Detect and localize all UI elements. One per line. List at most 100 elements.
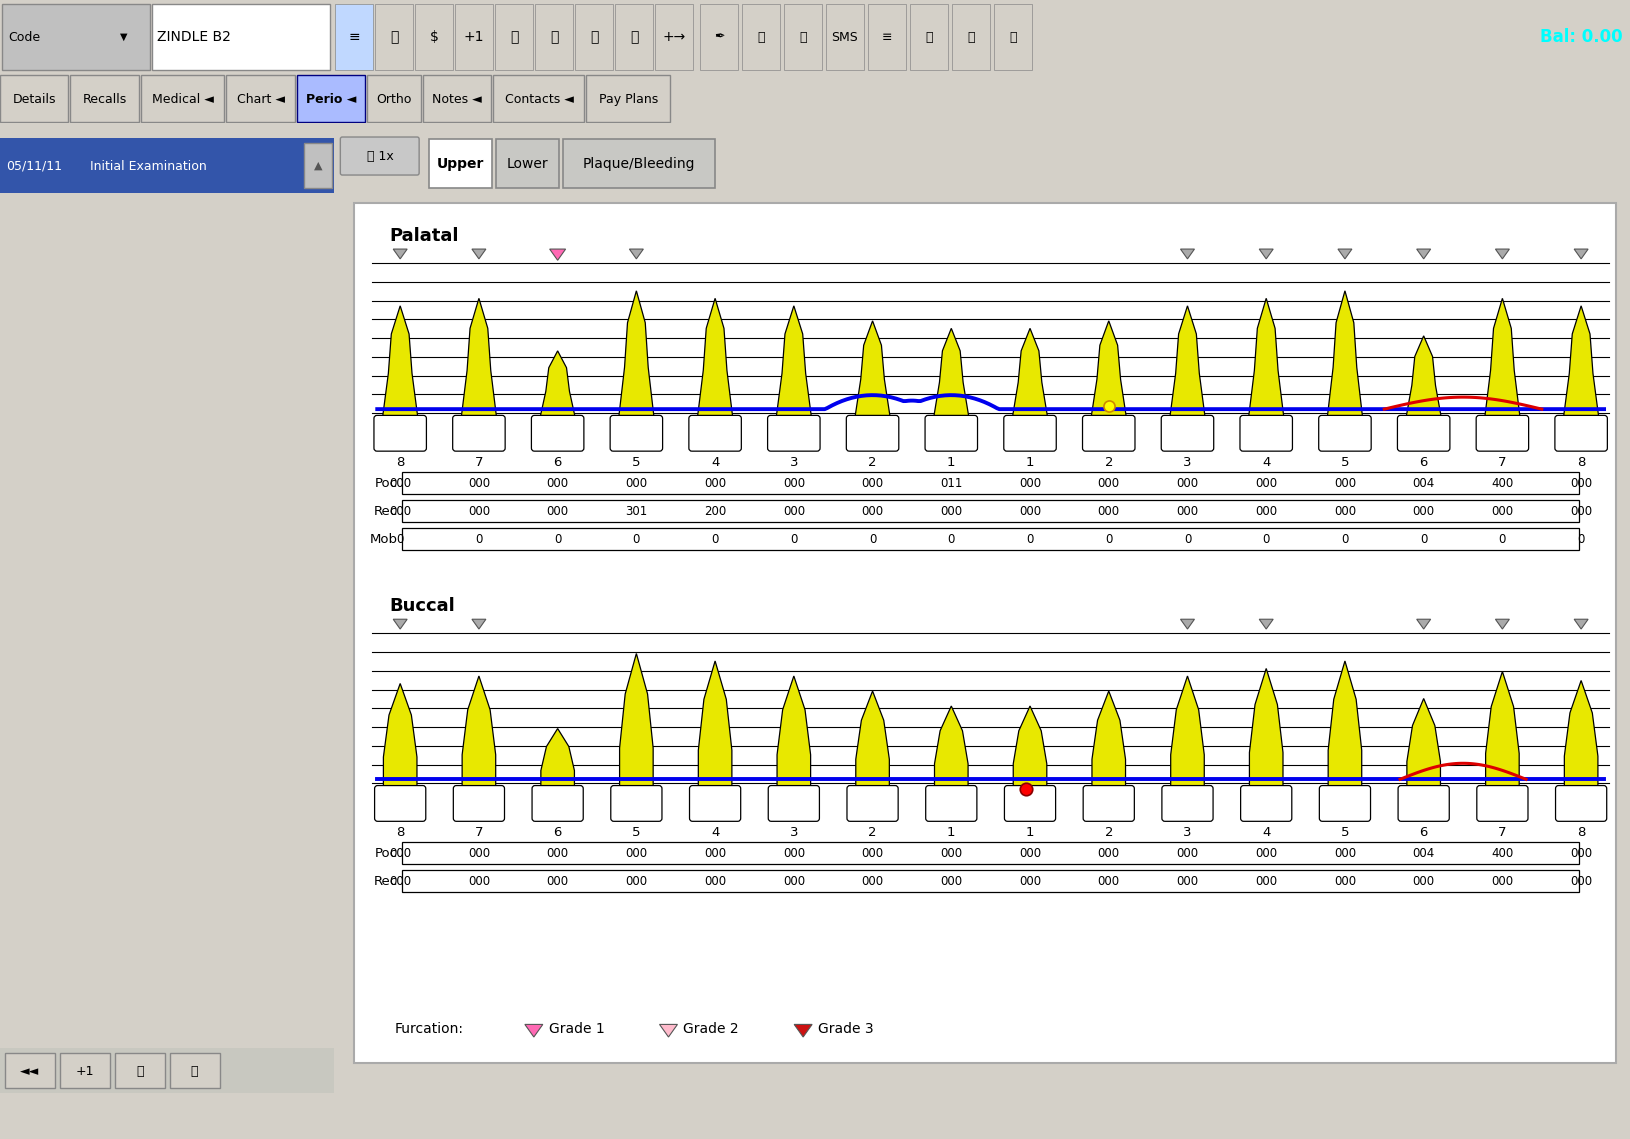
Bar: [414, 5, 453, 69]
FancyBboxPatch shape: [1082, 786, 1133, 821]
Text: 0: 0: [1498, 533, 1504, 546]
Text: 000: 000: [704, 875, 725, 887]
Text: 1: 1: [947, 826, 955, 839]
FancyBboxPatch shape: [689, 786, 740, 821]
Bar: [535, 5, 572, 69]
Text: 004: 004: [1412, 846, 1434, 860]
Bar: [562, 139, 716, 188]
Bar: [742, 5, 779, 69]
Text: 000: 000: [1255, 846, 1276, 860]
Text: 6: 6: [553, 826, 561, 839]
Text: Rec: Rec: [373, 875, 398, 887]
Bar: [297, 75, 365, 122]
Text: 3: 3: [1182, 826, 1192, 839]
Text: 0: 0: [947, 533, 955, 546]
Text: 5: 5: [632, 456, 641, 469]
Text: Furcation:: Furcation:: [394, 1023, 463, 1036]
Bar: [0, 1048, 334, 1093]
Text: 000: 000: [1490, 875, 1513, 887]
Polygon shape: [471, 249, 486, 259]
Text: 000: 000: [1019, 505, 1040, 518]
Text: ➕: ➕: [1009, 31, 1015, 43]
Text: 5: 5: [632, 826, 641, 839]
Text: 0: 0: [474, 533, 482, 546]
Text: 0: 0: [1105, 533, 1112, 546]
FancyBboxPatch shape: [610, 786, 662, 821]
Text: 0: 0: [869, 533, 875, 546]
Text: 000: 000: [1333, 846, 1355, 860]
Polygon shape: [383, 683, 417, 788]
Text: Bal: 0.00: Bal: 0.00: [1539, 28, 1622, 46]
Text: 000: 000: [782, 846, 804, 860]
FancyBboxPatch shape: [453, 786, 504, 821]
Polygon shape: [618, 290, 654, 418]
Text: 000: 000: [861, 846, 883, 860]
Text: Upper: Upper: [437, 157, 484, 171]
Polygon shape: [776, 677, 810, 788]
Text: ✒: ✒: [714, 31, 724, 43]
Text: 000: 000: [1490, 505, 1513, 518]
Polygon shape: [1012, 706, 1046, 788]
FancyBboxPatch shape: [926, 786, 976, 821]
Text: 3: 3: [1182, 456, 1192, 469]
Polygon shape: [856, 691, 888, 788]
Bar: [403, 473, 1578, 494]
Text: 000: 000: [861, 476, 883, 490]
Text: 🔍: 🔍: [390, 30, 398, 44]
Text: 2: 2: [867, 826, 877, 839]
Text: 1: 1: [947, 456, 955, 469]
Text: 7: 7: [474, 456, 482, 469]
Text: Plaque/Bleeding: Plaque/Bleeding: [582, 157, 694, 171]
Text: 000: 000: [1333, 476, 1355, 490]
FancyBboxPatch shape: [1397, 416, 1449, 451]
Bar: [170, 1054, 220, 1089]
Bar: [575, 5, 613, 69]
Polygon shape: [698, 661, 732, 788]
Bar: [403, 528, 1578, 550]
FancyBboxPatch shape: [768, 416, 820, 451]
Text: 7: 7: [1498, 826, 1506, 839]
Text: 0: 0: [789, 533, 797, 546]
Text: 000: 000: [861, 505, 883, 518]
Text: 🗑: 🗑: [629, 30, 637, 44]
Text: 0: 0: [1576, 533, 1584, 546]
Polygon shape: [1485, 672, 1518, 788]
Bar: [354, 203, 1615, 1064]
Text: ▼: ▼: [121, 32, 127, 42]
Polygon shape: [619, 654, 652, 788]
Text: 🔍 1x: 🔍 1x: [367, 149, 393, 163]
Text: 000: 000: [390, 846, 411, 860]
Bar: [455, 5, 492, 69]
Text: 011: 011: [939, 476, 962, 490]
Text: 000: 000: [1333, 505, 1355, 518]
Polygon shape: [1573, 249, 1588, 259]
Bar: [227, 75, 295, 122]
FancyBboxPatch shape: [1082, 416, 1134, 451]
Text: 000: 000: [1255, 505, 1276, 518]
Text: 000: 000: [546, 505, 569, 518]
Text: $: $: [429, 30, 438, 44]
Text: Palatal: Palatal: [390, 227, 458, 245]
Text: 📷: 📷: [756, 31, 764, 43]
Text: Details: Details: [13, 92, 55, 106]
Text: 5: 5: [1340, 456, 1348, 469]
Text: 000: 000: [1255, 476, 1276, 490]
Text: 000: 000: [1019, 476, 1040, 490]
Text: 000: 000: [1097, 505, 1120, 518]
Polygon shape: [1495, 620, 1508, 629]
Text: 000: 000: [1175, 476, 1198, 490]
FancyBboxPatch shape: [768, 786, 818, 821]
Text: Contacts ◄: Contacts ◄: [504, 92, 574, 106]
FancyBboxPatch shape: [375, 786, 425, 821]
Text: 3: 3: [789, 826, 797, 839]
Polygon shape: [1327, 661, 1361, 788]
Text: 000: 000: [1570, 875, 1591, 887]
Text: 7: 7: [474, 826, 482, 839]
Text: 000: 000: [1097, 846, 1120, 860]
Text: Initial Examination: Initial Examination: [90, 159, 207, 172]
Polygon shape: [1407, 698, 1439, 788]
FancyBboxPatch shape: [341, 137, 419, 175]
Text: Rec: Rec: [373, 505, 398, 518]
Polygon shape: [1573, 620, 1588, 629]
Bar: [496, 139, 559, 188]
